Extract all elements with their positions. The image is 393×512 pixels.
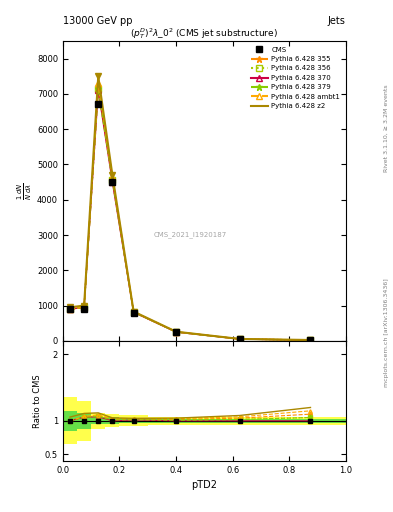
Text: mcplots.cern.ch [arXiv:1306.3436]: mcplots.cern.ch [arXiv:1306.3436] xyxy=(384,279,389,387)
Text: Rivet 3.1.10, ≥ 3.2M events: Rivet 3.1.10, ≥ 3.2M events xyxy=(384,84,389,172)
Y-axis label: Ratio to CMS: Ratio to CMS xyxy=(33,374,42,428)
Y-axis label: $\frac{1}{N}\frac{dN}{d\lambda}$: $\frac{1}{N}\frac{dN}{d\lambda}$ xyxy=(16,182,34,200)
Text: Jets: Jets xyxy=(328,15,346,26)
Text: 13000 GeV pp: 13000 GeV pp xyxy=(63,15,132,26)
Title: $(p_T^D)^2\lambda\_0^2$ (CMS jet substructure): $(p_T^D)^2\lambda\_0^2$ (CMS jet substru… xyxy=(130,26,278,41)
X-axis label: pTD2: pTD2 xyxy=(191,480,217,490)
Legend: CMS, Pythia 6.428 355, Pythia 6.428 356, Pythia 6.428 370, Pythia 6.428 379, Pyt: CMS, Pythia 6.428 355, Pythia 6.428 356,… xyxy=(248,45,342,112)
Text: CMS_2021_I1920187: CMS_2021_I1920187 xyxy=(154,231,227,238)
